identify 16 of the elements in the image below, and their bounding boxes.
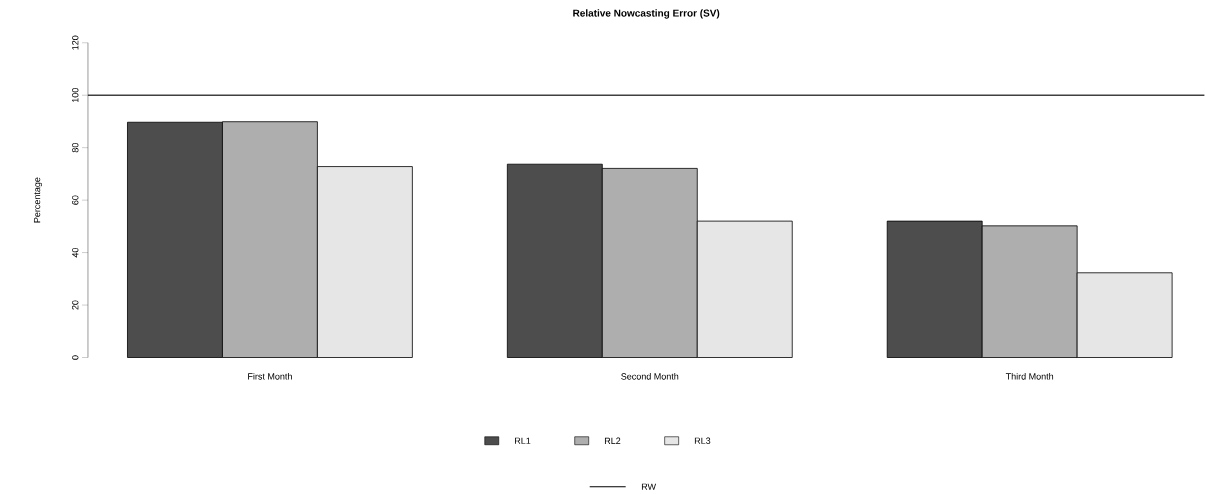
x-tick-label: First Month xyxy=(248,373,292,380)
legend-label: RL3 xyxy=(694,437,711,445)
y-tick-label: 100 xyxy=(72,88,79,103)
x-tick-label: Second Month xyxy=(621,373,679,380)
legend-label: RW xyxy=(641,483,657,490)
legend-label: RL2 xyxy=(604,437,621,445)
legend-label: RL1 xyxy=(515,437,531,444)
y-axis-title: Percentage xyxy=(33,177,43,223)
y-tick-label: 60 xyxy=(72,195,79,205)
y-tick-label: 120 xyxy=(72,35,79,50)
y-tick-label: 40 xyxy=(72,248,79,258)
chart-title: Relative Nowcasting Error (SV) xyxy=(573,9,720,19)
y-tick-label: 80 xyxy=(72,143,79,153)
y-tick-label: 20 xyxy=(72,300,79,310)
x-tick-label: Third Month xyxy=(1005,373,1054,380)
y-tick-label: 0 xyxy=(72,355,79,360)
